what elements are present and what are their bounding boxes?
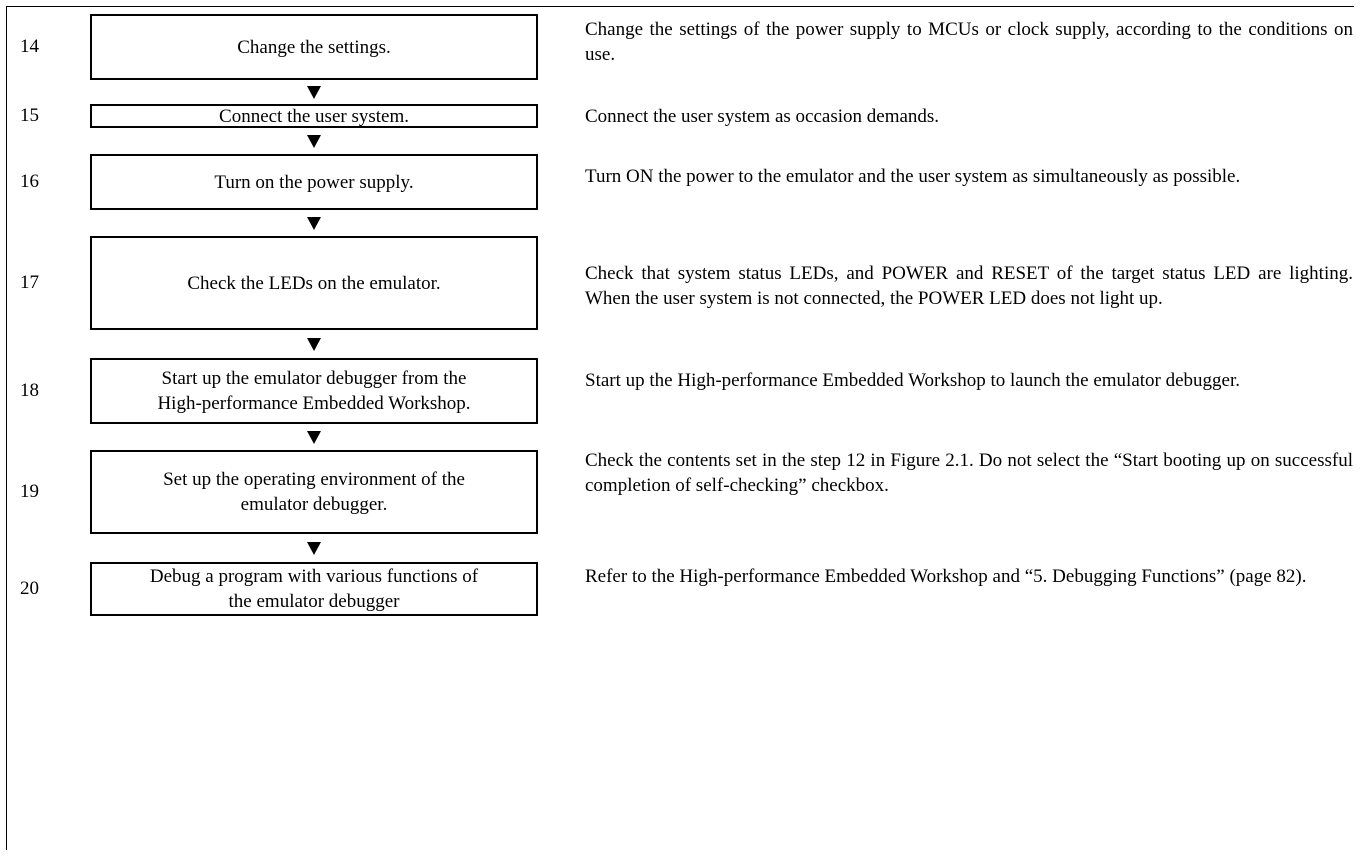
arrow-head (307, 431, 321, 444)
arrow-head (307, 338, 321, 351)
arrow-head (307, 86, 321, 99)
frame (6, 6, 1354, 850)
arrow-head (307, 542, 321, 555)
step-description: Start up the High-performance Embedded W… (585, 370, 1241, 391)
step-number: 16 (20, 171, 39, 192)
step-number: 14 (20, 36, 39, 57)
box-line: emulator debugger. (240, 494, 388, 515)
arrow (304, 134, 324, 150)
step-number: 15 (20, 105, 39, 126)
step-box: Set up the operating environment of the e… (90, 450, 538, 534)
box-line: Connect the user system. (219, 105, 409, 127)
step-description: Check that system status LEDs, and POWER… (585, 263, 1353, 309)
step-description: Check the contents set in the step 12 in… (585, 450, 1353, 496)
box-line: Change the settings. (237, 36, 391, 58)
step-description: Refer to the High-performance Embedded W… (585, 566, 1307, 587)
box-line: Debug a program with various functions o… (149, 566, 479, 587)
box-line: Turn on the power supply. (214, 171, 414, 193)
arrow (304, 430, 324, 446)
step-box: Connect the user system. (90, 104, 538, 128)
step-number: 17 (20, 272, 39, 293)
arrow-head (307, 135, 321, 148)
arrow (304, 85, 324, 101)
box-line: High-performance Embedded Workshop. (157, 393, 471, 414)
box-line: Start up the emulator debugger from the (161, 368, 467, 389)
step-box: Check the LEDs on the emulator. (90, 236, 538, 330)
step-description: Connect the user system as occasion dema… (585, 106, 940, 127)
arrow-head (307, 217, 321, 230)
box-line: the emulator debugger (228, 591, 400, 612)
step-box: Change the settings. (90, 14, 538, 80)
arrow (304, 337, 324, 353)
step-description: Turn ON the power to the emulator and th… (585, 166, 1241, 187)
arrow (304, 216, 324, 232)
step-description: Change the settings of the power supply … (585, 19, 1353, 65)
box-line: Set up the operating environment of the (163, 469, 465, 490)
arrow (304, 541, 324, 557)
step-box: Turn on the power supply. (90, 154, 538, 210)
step-number: 20 (20, 578, 39, 599)
step-number: 18 (20, 380, 39, 401)
step-number: 19 (20, 481, 39, 502)
step-box: Debug a program with various functions o… (90, 562, 538, 616)
step-box: Start up the emulator debugger from the H… (90, 358, 538, 424)
box-line: Check the LEDs on the emulator. (187, 272, 441, 294)
